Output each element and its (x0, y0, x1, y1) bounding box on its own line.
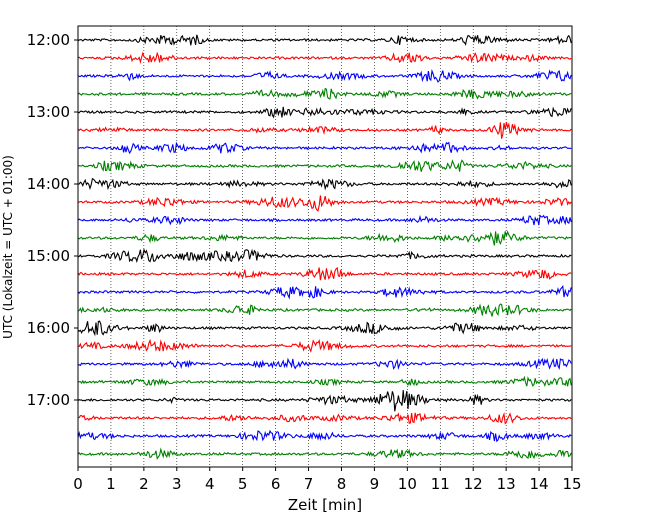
trace-line (77, 34, 572, 46)
trace-line (77, 447, 572, 460)
y-tick-label: 16:00 (27, 319, 70, 337)
trace-line (77, 87, 572, 100)
trace-line (77, 320, 572, 337)
seismogram-traces (77, 34, 572, 460)
x-axis-label: Zeit [min] (288, 496, 362, 514)
trace-line (77, 177, 572, 191)
trace-line (77, 230, 572, 246)
x-axis: 0 1 2 3 4 5 6 7 8 9 10 11 12 13 14 15 (73, 467, 582, 493)
x-tick-label: 9 (370, 475, 380, 493)
trace-line (77, 121, 572, 139)
x-tick-label: 7 (304, 475, 314, 493)
y-tick-label: 17:00 (27, 391, 70, 409)
trace-line (77, 106, 572, 119)
trace-line (77, 338, 572, 353)
trace-line (77, 284, 572, 300)
y-axis-label: UTC (Lokalzeit = UTC + 01:00) (1, 155, 15, 339)
trace-line (77, 303, 572, 317)
y-tick-label: 13:00 (27, 103, 70, 121)
x-tick-label: 6 (271, 475, 281, 493)
trace-line (77, 429, 572, 443)
x-tick-label: 8 (337, 475, 347, 493)
y-tick-label: 14:00 (27, 175, 70, 193)
x-tick-label: 12 (464, 475, 483, 493)
x-tick-label: 1 (106, 475, 116, 493)
x-tick-label: 14 (530, 475, 549, 493)
trace-line (77, 266, 572, 281)
y-tick-label: 12:00 (27, 31, 70, 49)
trace-line (77, 51, 572, 64)
x-tick-label: 15 (562, 475, 581, 493)
plot-frame (77, 25, 573, 468)
y-axis: 12:00 13:00 14:00 15:00 16:00 17:00 (27, 31, 78, 409)
trace-line (77, 141, 572, 155)
x-tick-label: 3 (172, 475, 182, 493)
x-tick-label: 2 (139, 475, 149, 493)
trace-line (77, 68, 572, 83)
trace-line (77, 375, 572, 387)
x-tick-label: 11 (431, 475, 450, 493)
trace-line (77, 247, 572, 264)
y-tick-label: 15:00 (27, 247, 70, 265)
x-tick-label: 10 (398, 475, 417, 493)
trace-line (77, 159, 572, 172)
x-tick-label: 4 (205, 475, 215, 493)
trace-line (77, 390, 572, 412)
x-tick-label: 0 (73, 475, 83, 493)
trace-line (77, 214, 572, 226)
trace-line (77, 195, 572, 212)
x-tick-label: 5 (238, 475, 248, 493)
trace-line (77, 411, 572, 425)
x-tick-label: 13 (497, 475, 516, 493)
trace-line (77, 357, 572, 371)
